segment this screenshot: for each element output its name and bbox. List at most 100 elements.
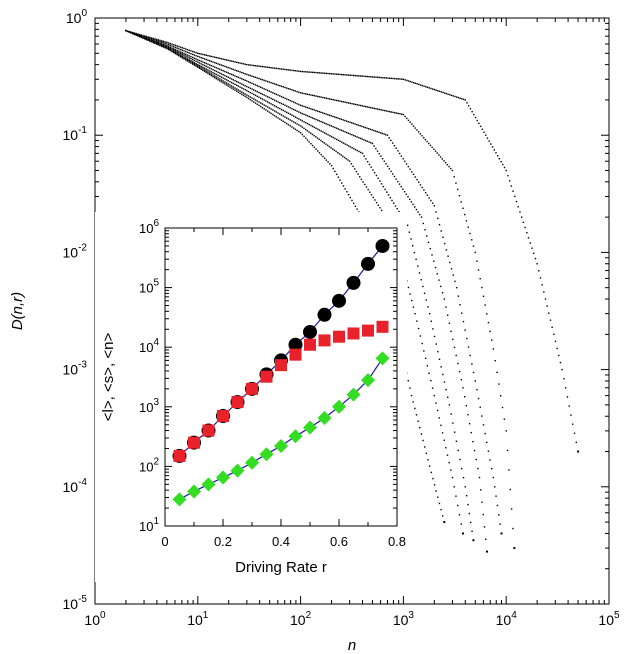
data-point [375,201,378,204]
data-point [448,322,451,324]
data-point [377,108,379,110]
data-point [164,42,166,45]
data-point [253,93,255,96]
data-point [195,64,197,66]
data-point [202,53,204,56]
data-point [447,314,449,316]
data-point [489,330,491,333]
data-point [169,48,171,51]
data-point [286,87,288,89]
data-point [400,113,403,115]
data-point [359,125,361,127]
data-point [301,120,304,122]
data-point [330,98,333,101]
data-point [395,112,398,114]
data-point [438,417,440,419]
data-point [254,76,257,79]
data-point [275,83,278,86]
data-point [280,102,283,105]
data-point [506,449,509,452]
inset-y-tick-label-base: 10 [139,281,153,296]
data-point [412,401,414,403]
data-point [258,65,260,67]
data-point [198,64,201,67]
data-point [258,104,260,107]
data-point [468,422,471,425]
data-point [259,447,274,462]
data-point [224,70,226,73]
data-point [258,101,260,103]
data-point [572,423,574,425]
data-point [200,60,202,62]
data-point [155,38,158,41]
data-point [147,37,149,39]
data-point [306,139,309,141]
data-point [468,512,471,515]
data-point [214,69,216,72]
data-point [395,178,397,180]
data-point [230,78,233,80]
data-point [367,188,369,191]
data-point [273,92,276,95]
data-point [289,107,291,109]
data-point [247,74,250,76]
data-point [208,67,211,69]
data-point [232,68,235,71]
data-point [368,163,371,166]
data-point [378,76,381,79]
data-point [455,495,457,497]
data-point [241,91,243,93]
data-point [280,68,283,70]
data-point [237,70,240,73]
data-point [299,125,302,127]
data-point [161,43,163,45]
data-point [424,138,427,141]
data-point [279,84,281,87]
data-point [287,69,290,71]
data-point [464,99,466,101]
data-point [458,194,461,197]
data-point [310,71,312,73]
data-point [287,87,290,90]
data-point [420,279,422,281]
data-point [429,247,431,250]
data-point [451,476,454,479]
data-point [298,124,300,126]
data-point [471,363,473,365]
data-point [284,104,286,106]
inset-y-tick-label: 102 [139,456,159,474]
data-point [185,59,187,61]
data-point [207,71,209,73]
data-point [411,81,413,83]
data-point [313,146,316,149]
data-point [459,97,461,99]
data-point [435,211,437,213]
x-tick-label-exponent: 3 [408,610,414,621]
data-point [157,41,160,44]
data-point [342,101,345,103]
data-point [272,92,274,94]
data-point [330,125,333,127]
data-point [237,81,240,84]
data-point [355,170,358,173]
data-point [409,121,411,123]
data-point [171,45,173,47]
data-point [419,133,422,135]
data-point [260,86,262,88]
data-point [375,147,377,150]
y-tick-label: 10-3 [63,360,88,378]
data-point [308,107,310,109]
data-point [157,44,160,46]
data-point [329,72,331,75]
data-point [390,111,393,113]
data-point [256,103,258,105]
data-point [279,95,281,97]
inset-x-axis-label: Driving Rate r [235,559,327,576]
data-point [174,44,177,47]
data-point [229,67,231,69]
data-point [289,119,291,121]
data-point [486,313,488,315]
data-point [291,89,293,91]
data-point [553,333,555,336]
data-point [363,155,365,157]
